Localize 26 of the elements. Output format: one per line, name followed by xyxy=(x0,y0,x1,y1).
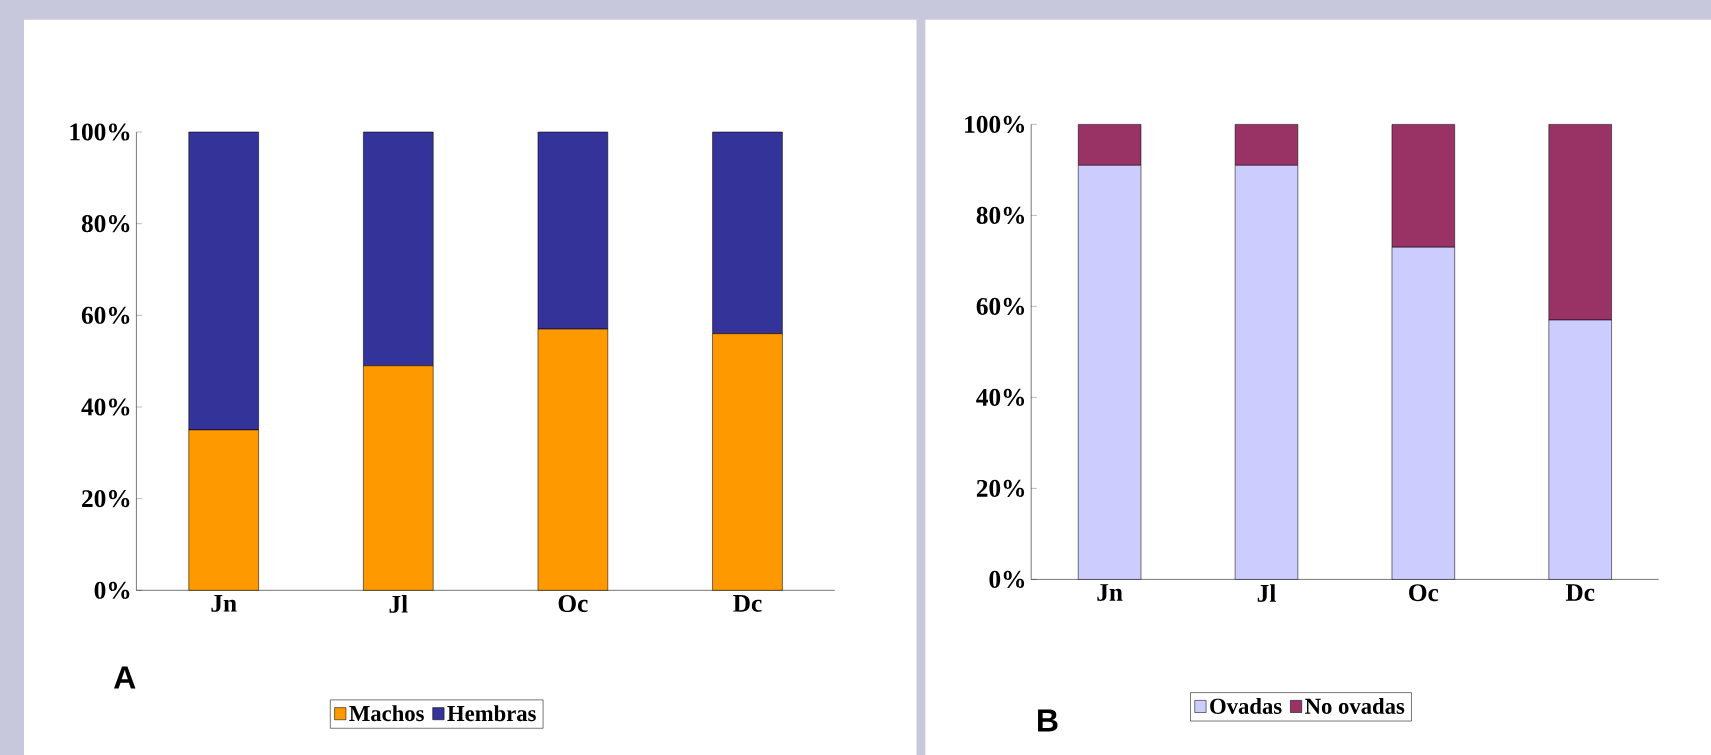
y-tick-label: 20% xyxy=(82,490,130,508)
x-tick-label: Oc xyxy=(558,594,588,613)
y-tick-label: 100% xyxy=(70,123,130,141)
y-tick-label: 80% xyxy=(976,206,1025,224)
x-tick-label: Jl xyxy=(389,595,408,613)
y-tick-label: 0% xyxy=(989,570,1025,588)
x-tick-label: Dc xyxy=(733,594,762,612)
y-tick-label: 0% xyxy=(94,581,130,599)
x-tick-label: Oc xyxy=(1409,584,1439,602)
text: B xyxy=(1038,709,1058,732)
x-tick-label: Jl xyxy=(1257,584,1276,602)
x-tick-label: Dc xyxy=(1565,584,1595,601)
legend-label: Hembras xyxy=(447,705,536,722)
legend-label: Ovadas xyxy=(1210,697,1282,714)
y-tick-label: 80% xyxy=(81,215,130,233)
y-tick-label: 20% xyxy=(976,479,1025,497)
y-tick-label: 40% xyxy=(81,398,130,416)
legend-label: Machos xyxy=(349,705,424,722)
y-tick-label: 40% xyxy=(976,388,1025,406)
x-tick-label: Jn xyxy=(211,594,237,612)
y-tick-label: 60% xyxy=(81,306,130,324)
x-tick-label: Jn xyxy=(1097,584,1123,601)
y-tick-label: 60% xyxy=(976,297,1025,315)
y-tick-label: 100% xyxy=(965,115,1025,133)
text: A xyxy=(113,666,136,689)
legend-label: No ovadas xyxy=(1305,697,1405,714)
